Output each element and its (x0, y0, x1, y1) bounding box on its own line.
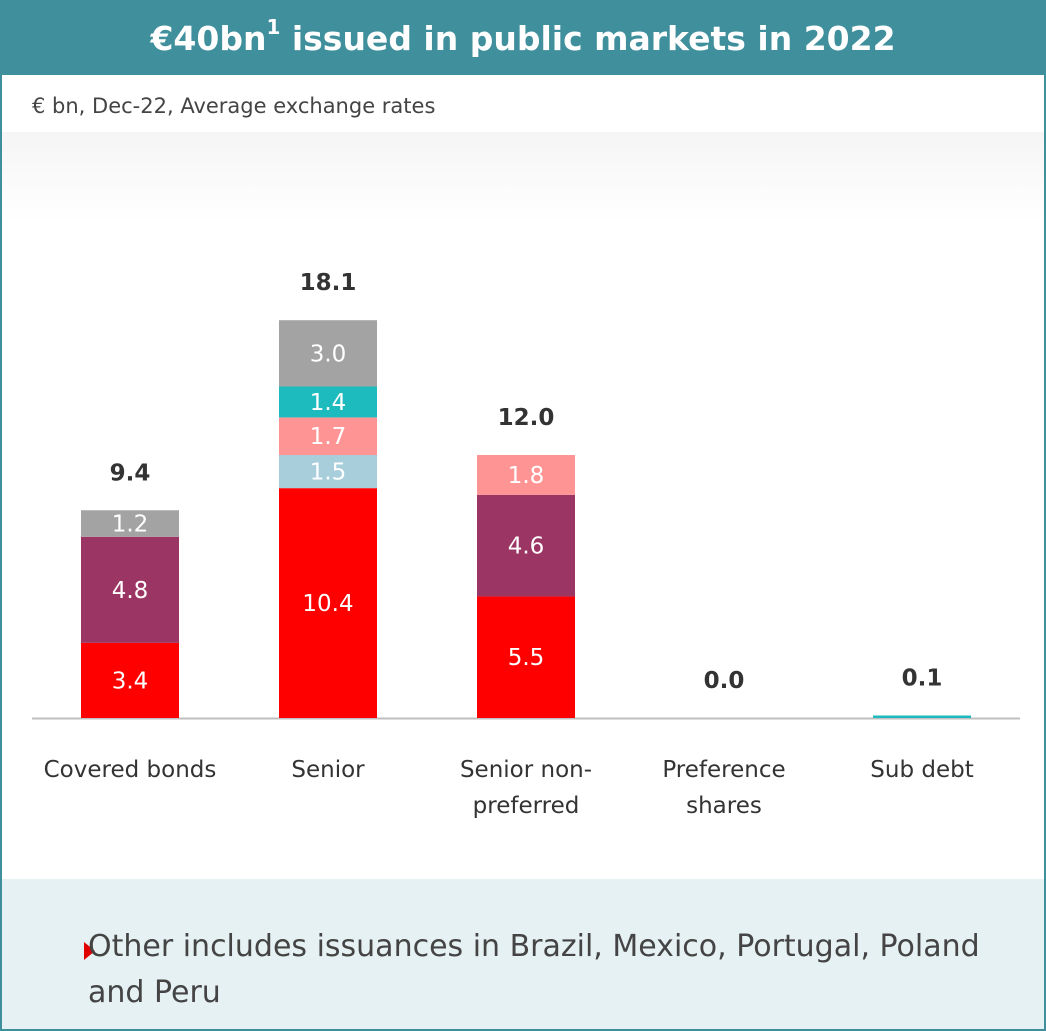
bar-segment (279, 320, 377, 387)
segment-value-label: 3.0 (310, 341, 347, 367)
category-label-line: preferred (472, 793, 580, 819)
segment-value-label: 4.8 (112, 578, 149, 604)
segment-value-label: 10.4 (302, 591, 353, 617)
chart-title: €40bn1 issued in public markets in 2022 (150, 15, 896, 58)
bar-segment (477, 494, 575, 597)
segment-value-label: 1.7 (310, 424, 347, 450)
segment-value-label: 1.2 (112, 512, 149, 538)
bar-segment (81, 536, 179, 643)
category-label-line: Covered bonds (43, 757, 217, 783)
bullet-arrow-icon (84, 942, 95, 960)
bar-segment (279, 386, 377, 418)
segment-value-label: 5.5 (508, 645, 545, 671)
note-box (2, 879, 1044, 1029)
category-label: Sub debt (822, 752, 1022, 788)
bar-total-label: 12.0 (498, 405, 555, 431)
header-shadow (2, 132, 1044, 222)
category-label: Senior (228, 752, 428, 788)
category-label: Covered bonds (30, 752, 230, 788)
stacked-bar-chart: 3.4 4.8 1.2 9.4 10.4 1.5 1.7 1.4 3.0 18.1 5.5 4.6 1.… (32, 270, 1020, 720)
bar-total-label: 0.0 (704, 668, 745, 694)
category-label: Preference shares (624, 752, 824, 824)
category-label-line: Sub debt (870, 757, 974, 783)
category-label-line: Preference (662, 757, 786, 783)
bar-segment (279, 455, 377, 489)
chart-subtitle: € bn, Dec-22, Average exchange rates (32, 94, 436, 118)
segment-value-label: 1.5 (310, 460, 347, 486)
bar-segment (477, 455, 575, 495)
title-footnote-marker: 1 (266, 15, 281, 39)
category-label-line: Senior non- (459, 757, 593, 783)
title-main: €40bn (150, 19, 267, 58)
bar-total-label: 18.1 (300, 270, 357, 296)
bar-total-label: 0.1 (902, 666, 943, 692)
bar-segment (81, 642, 179, 718)
title-rest: issued in public markets in 2022 (280, 19, 896, 58)
bar-segment (279, 488, 377, 718)
segment-value-label: 3.4 (112, 668, 149, 694)
header-bar: €40bn1 issued in public markets in 2022 (2, 2, 1044, 75)
bar-segment (81, 510, 179, 537)
category-label-line: shares (686, 793, 762, 819)
segment-value-label: 4.6 (508, 534, 545, 560)
bar-segment (873, 715, 971, 718)
category-label: Senior non-preferred (426, 752, 626, 824)
bar-total-label: 9.4 (110, 460, 151, 486)
category-label-line: Senior (291, 757, 365, 783)
note-text: Other includes issuances in Brazil, Mexi… (88, 929, 980, 1010)
segment-value-label: 1.4 (310, 390, 347, 416)
segment-value-label: 1.8 (508, 463, 545, 489)
bar-segment (279, 417, 377, 456)
bar-segment (477, 596, 575, 718)
